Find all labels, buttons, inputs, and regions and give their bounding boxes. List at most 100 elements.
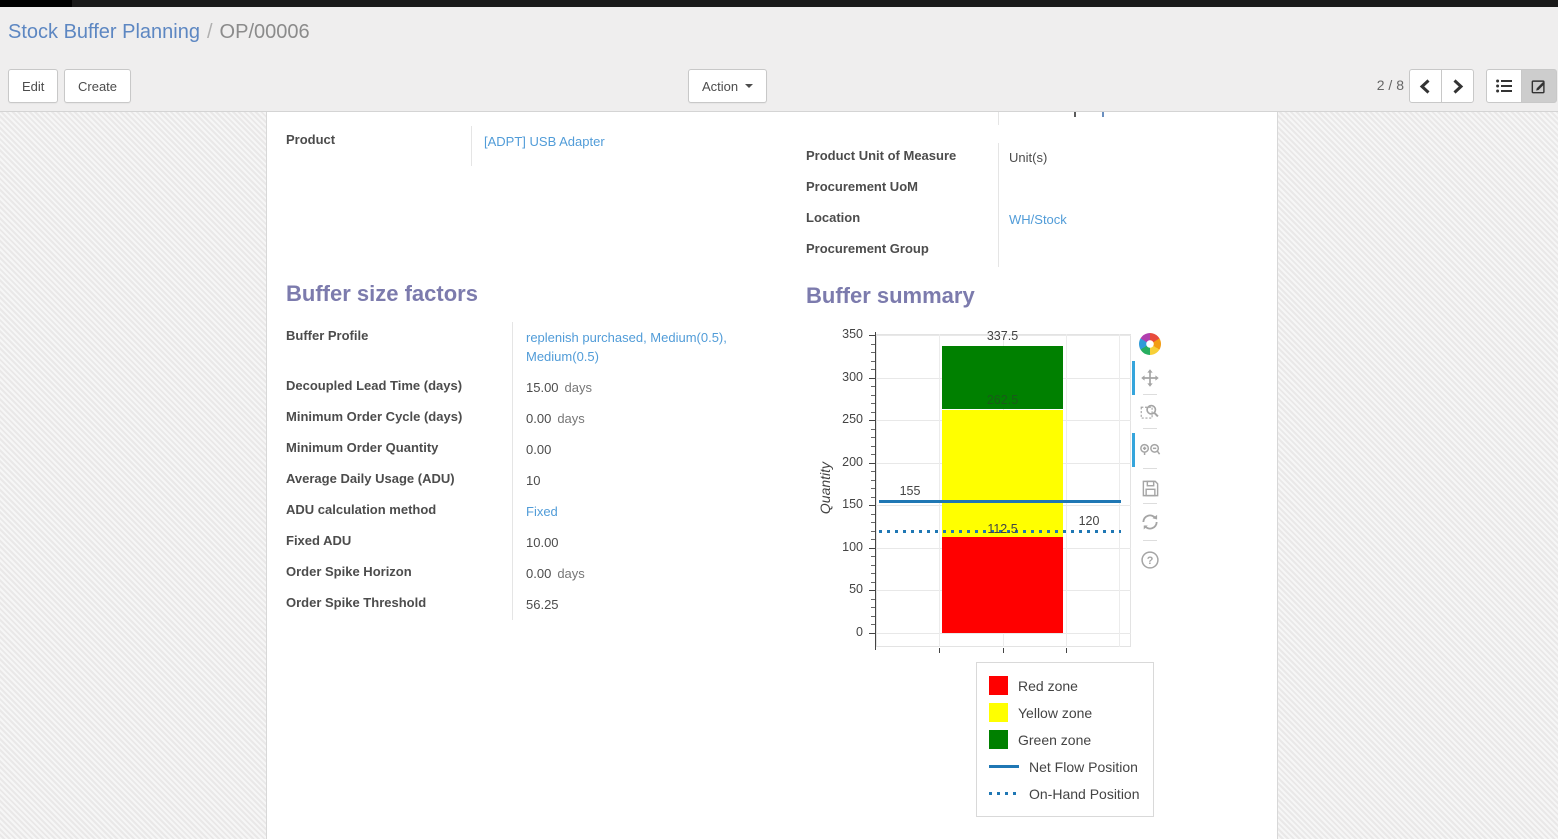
zoom-in-out-icon[interactable] [1138, 438, 1162, 462]
action-dropdown-button[interactable]: Action [688, 69, 768, 103]
create-button[interactable]: Create [64, 69, 132, 103]
edit-button[interactable]: Edit [8, 69, 59, 103]
y-minor-tick [871, 411, 875, 413]
y-minor-tick [871, 598, 875, 600]
y-minor-tick [871, 343, 875, 345]
buffer-size-factors-group: Buffer Profile replenish purchased, Medi… [286, 322, 778, 620]
breadcrumb: Stock Buffer Planning / OP/00006 [8, 21, 310, 44]
pager-next-button[interactable] [1441, 69, 1474, 103]
form-view-button[interactable] [1521, 69, 1557, 103]
modebar-active-indicator [1132, 433, 1135, 467]
field-row-min-order-cycle: Minimum Order Cycle (days) 0.00 days [286, 403, 778, 434]
list-view-icon [1496, 79, 1512, 93]
chart-legend: Red zone Yellow zone Green zone Net Flow Po… [976, 662, 1154, 817]
y-minor-tick [871, 471, 875, 473]
y-minor-tick [871, 437, 875, 439]
caret-down-icon [745, 84, 754, 88]
top-navbar-active-tab [0, 0, 72, 10]
form-view-icon [1531, 80, 1545, 94]
field-label: Location [806, 210, 861, 225]
legend-label: Yellow zone [1018, 704, 1093, 721]
x-tick [1003, 648, 1004, 653]
adu-value: 10 [526, 473, 541, 488]
y-tick-label: 0 [856, 625, 863, 639]
x-tick [1066, 648, 1067, 653]
dlt-value: 15.00 [526, 380, 559, 395]
chevron-left-icon [1419, 78, 1430, 94]
breadcrumb-parent-link[interactable]: Stock Buffer Planning [8, 21, 200, 43]
net-flow-position-swatch [989, 765, 1019, 768]
y-major-tick [869, 335, 875, 336]
plotly-logo-icon[interactable] [1138, 332, 1162, 356]
legend-item[interactable]: Net Flow Position [989, 753, 1143, 780]
field-label: Procurement UoM [806, 179, 918, 194]
y-major-tick [869, 505, 875, 507]
field-row-spike-threshold: Order Spike Threshold 56.25 [286, 589, 778, 620]
net-flow-position-line [879, 500, 1121, 504]
reset-axes-icon[interactable] [1138, 510, 1162, 534]
field-label: Product [286, 132, 336, 147]
legend-label: Green zone [1018, 731, 1092, 748]
pan-icon[interactable] [1138, 366, 1162, 390]
y-tick-label: 250 [842, 412, 863, 427]
save-icon[interactable] [1138, 476, 1162, 500]
legend-item[interactable]: On-Hand Position [989, 780, 1143, 807]
field-row-buffer-profile: Buffer Profile replenish purchased, Medi… [286, 322, 778, 372]
yellow-zone-bar [942, 409, 1063, 538]
form-sheet: Product [ADPT] USB Adapter Product Unit … [266, 112, 1278, 839]
control-panel: Stock Buffer Planning / OP/00006 Edit Crea… [0, 7, 1558, 112]
general-group-right: Product Unit of Measure Unit(s) Procurem… [806, 112, 1278, 267]
box-zoom-icon[interactable] [1138, 399, 1162, 423]
clipped-text-remnant [1067, 112, 1127, 119]
spike-threshold-value: 56.25 [526, 597, 559, 612]
y-minor-tick [871, 581, 875, 583]
y-minor-tick [871, 539, 875, 541]
legend-item[interactable]: Green zone [989, 726, 1143, 753]
field-row-adu: Average Daily Usage (ADU) 10 [286, 465, 778, 496]
y-minor-tick [871, 615, 875, 617]
legend-label: Net Flow Position [1029, 758, 1138, 775]
chart-annotation: 262.5 [986, 392, 1019, 407]
field-row-adu-method: ADU calculation method Fixed [286, 496, 778, 527]
red-zone-swatch [989, 676, 1008, 695]
legend-item[interactable]: Yellow zone [989, 699, 1143, 726]
y-major-tick [869, 420, 875, 422]
pager-previous-button[interactable] [1409, 69, 1442, 103]
y-minor-tick [871, 564, 875, 566]
help-icon[interactable]: ? [1138, 548, 1162, 572]
yellow-zone-swatch [989, 703, 1008, 722]
adu-method-link[interactable]: Fixed [526, 504, 558, 519]
legend-item[interactable]: Red zone [989, 672, 1143, 699]
field-row-min-order-qty: Minimum Order Quantity 0.00 [286, 434, 778, 465]
spike-horizon-suffix: days [557, 566, 585, 581]
v-gridline [1119, 334, 1120, 647]
chart-annotation: 120 [1078, 513, 1100, 528]
y-minor-tick [871, 360, 875, 362]
buffer-profile-link[interactable]: replenish purchased, Medium(0.5), Medium… [526, 330, 727, 364]
moc-value: 0.00 [526, 411, 552, 426]
y-tick-label: 100 [842, 539, 863, 554]
field-row-procurement-uom: Procurement UoM [806, 174, 1278, 205]
product-link[interactable]: [ADPT] USB Adapter [484, 134, 605, 149]
action-label: Action [702, 78, 739, 94]
y-minor-tick [871, 530, 875, 532]
chevron-right-icon [1453, 78, 1464, 94]
y-major-tick [869, 633, 875, 634]
location-link[interactable]: WH/Stock [1009, 212, 1067, 227]
top-navbar [0, 0, 1558, 10]
y-axis-line [875, 332, 876, 650]
chart-annotation: 155 [899, 484, 921, 499]
list-view-button[interactable] [1486, 69, 1522, 103]
field-label: Product Unit of Measure [806, 148, 957, 163]
general-group-left: Product [ADPT] USB Adapter [286, 126, 766, 166]
moc-suffix: days [557, 411, 585, 426]
legend-label: On-Hand Position [1029, 785, 1140, 802]
dlt-suffix: days [564, 380, 593, 395]
on-hand-position-line [879, 529, 1121, 533]
y-minor-tick [871, 488, 875, 490]
green-zone-bar [942, 345, 1063, 410]
y-minor-tick [871, 607, 875, 609]
y-minor-tick [871, 403, 875, 405]
y-major-tick [869, 590, 875, 592]
legend-label: Red zone [1018, 677, 1078, 694]
